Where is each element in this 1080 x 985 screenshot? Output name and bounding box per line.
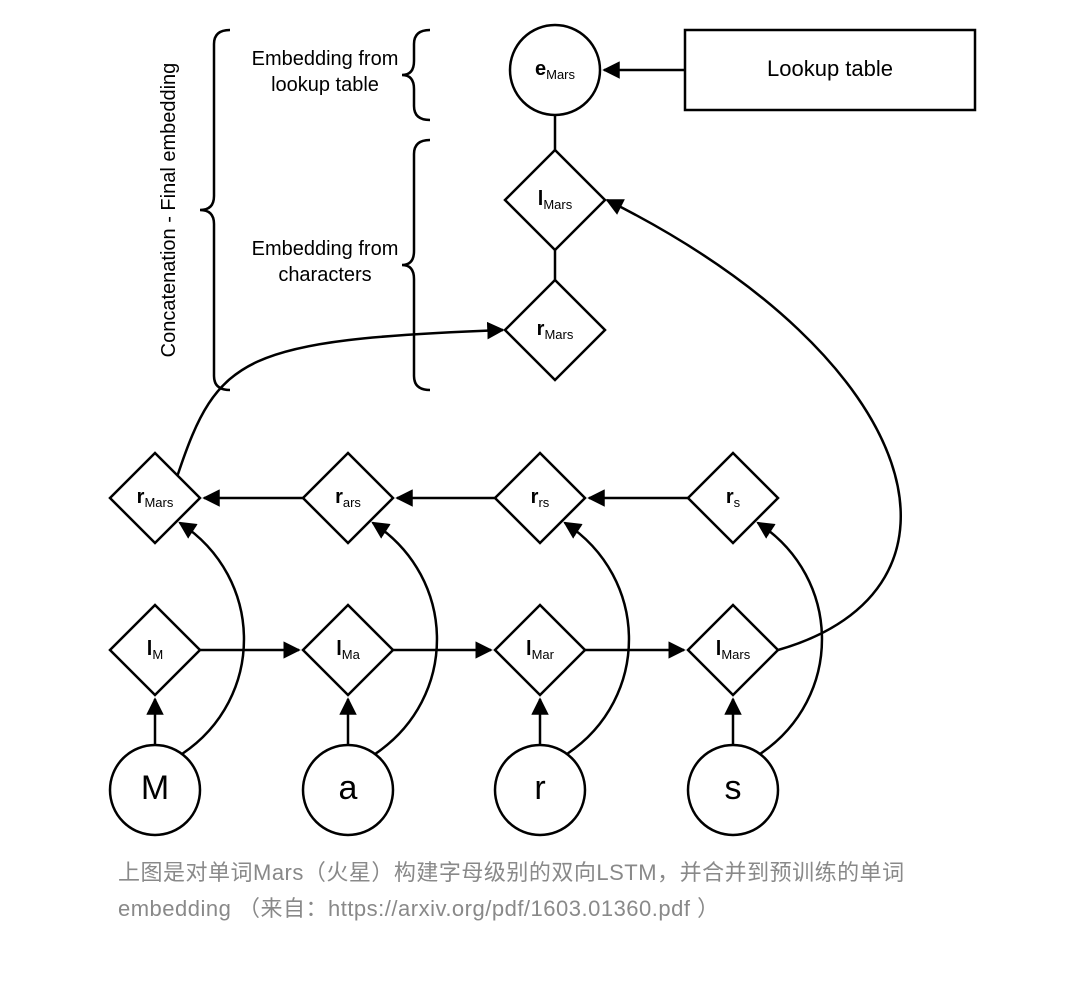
char-label-1: a xyxy=(339,769,358,807)
anno-concat: Concatenation - Final embedding xyxy=(158,63,180,358)
brace xyxy=(200,30,230,390)
lookup-table-label: Lookup table xyxy=(767,56,893,81)
anno-characters: Embedding fromcharacters xyxy=(252,238,399,286)
edge xyxy=(607,200,901,650)
char-label-3: s xyxy=(725,769,742,807)
char-label-0: M xyxy=(141,769,169,807)
char-label-2: r xyxy=(534,769,545,807)
brace xyxy=(402,30,430,120)
anno-lookup: Embedding fromlookup table xyxy=(252,48,399,96)
edge xyxy=(178,330,504,476)
brace xyxy=(402,140,430,390)
figure-caption: 上图是对单词Mars（火星）构建字母级别的双向LSTM，并合并到预训练的单词em… xyxy=(118,855,968,928)
